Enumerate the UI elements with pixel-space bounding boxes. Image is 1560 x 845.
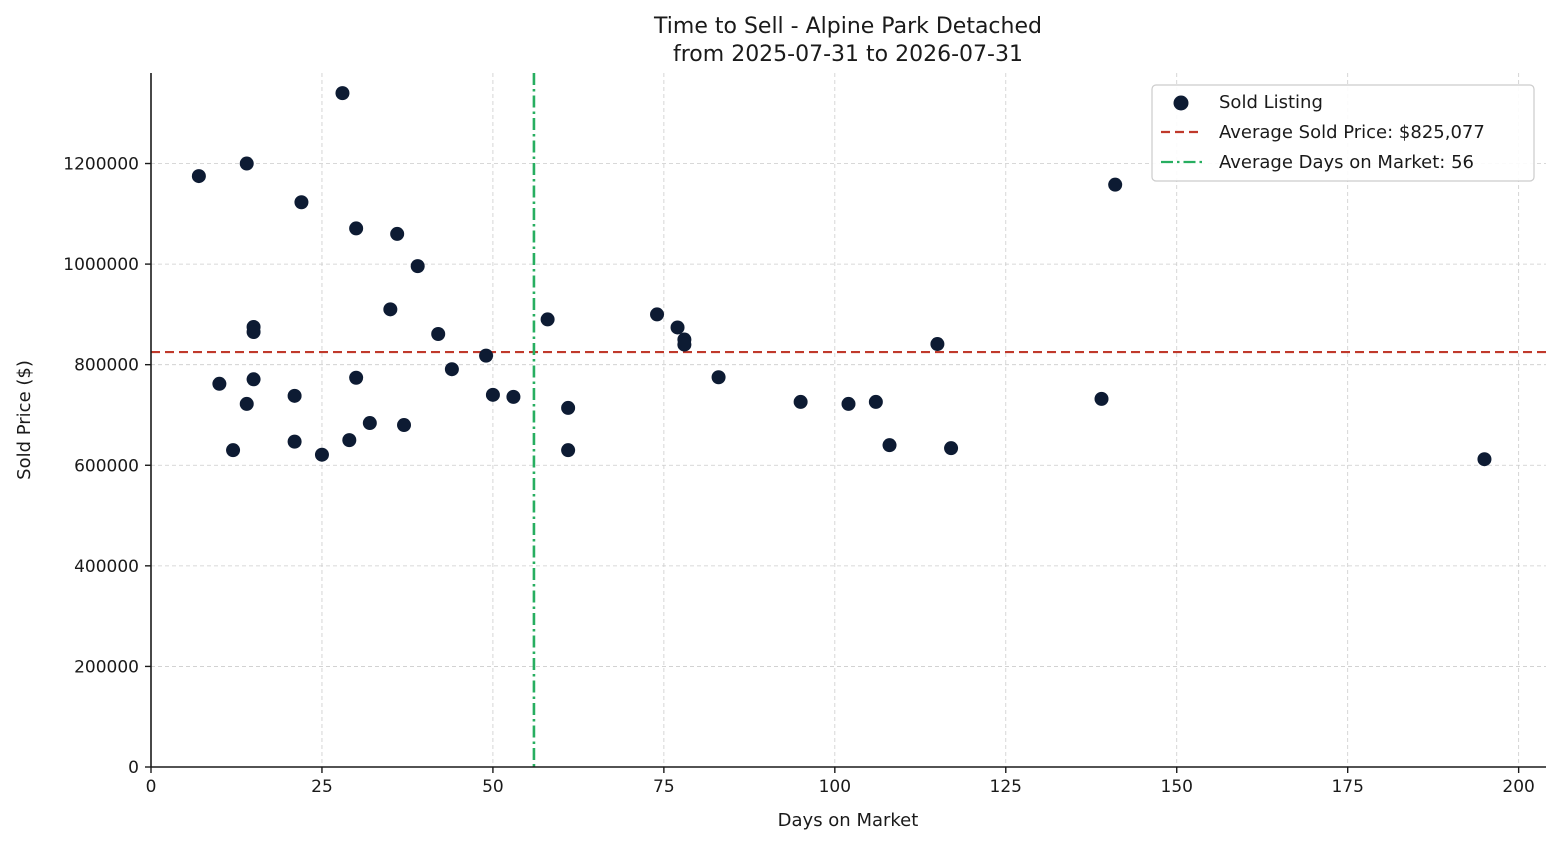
data-point-22: [444, 362, 459, 377]
data-point-1: [212, 376, 227, 391]
data-point-13: [342, 433, 357, 448]
data-point-10: [294, 195, 309, 210]
data-point-42: [1477, 452, 1492, 467]
legend-label-average-days: Average Days on Market: 56: [1219, 152, 1474, 173]
data-point-11: [314, 447, 329, 462]
legend: Sold Listing Average Sold Price: $825,07…: [1151, 84, 1535, 182]
y-axis-ticks: 0 200000 400000 600000 800000 1000000 1200000: [63, 155, 151, 778]
data-point-4: [239, 396, 254, 411]
data-point-36: [868, 394, 883, 409]
data-point-33: [711, 370, 726, 385]
data-point-15: [349, 370, 364, 385]
axes: [150, 73, 1546, 768]
data-point-9: [287, 434, 302, 449]
x-tick-label-5: 125: [990, 777, 1022, 797]
legend-label-average-price: Average Sold Price: $825,077: [1219, 122, 1485, 143]
legend-label-sold-listing: Sold Listing: [1219, 92, 1323, 113]
y-axis-label: Sold Price ($): [14, 360, 35, 480]
y-tick-label-2: 400000: [74, 557, 139, 577]
y-tick-label-4: 800000: [74, 356, 139, 376]
x-tick-label-4: 100: [819, 777, 851, 797]
data-point-30: [670, 320, 685, 335]
legend-marker-sold-listing: [1173, 95, 1189, 111]
x-tick-label-2: 50: [482, 777, 504, 797]
chart-title-line2: from 2025-07-31 to 2026-07-31: [673, 42, 1023, 67]
x-tick-label-7: 175: [1331, 777, 1363, 797]
x-axis-ticks: 0 25 50 75 100 125 150 175 200: [146, 767, 1535, 797]
data-point-41: [1108, 177, 1123, 192]
data-point-40: [1094, 391, 1109, 406]
data-point-21: [431, 327, 446, 342]
data-point-6: [246, 324, 261, 339]
legend-box: [1151, 84, 1535, 182]
data-point-14: [349, 221, 364, 236]
data-point-17: [383, 302, 398, 317]
data-point-39: [944, 441, 959, 456]
chart-title-line1: Time to Sell - Alpine Park Detached: [653, 14, 1042, 39]
x-tick-label-8: 200: [1502, 777, 1534, 797]
data-point-18: [390, 226, 405, 241]
data-point-0: [191, 169, 206, 184]
x-tick-label-1: 25: [311, 777, 333, 797]
data-point-28: [561, 443, 576, 458]
y-tick-label-3: 600000: [74, 456, 139, 476]
data-point-8: [287, 388, 302, 403]
data-point-23: [479, 348, 494, 363]
data-point-35: [841, 396, 856, 411]
x-axis-label: Days on Market: [778, 810, 919, 831]
y-tick-label-0: 0: [128, 758, 139, 778]
data-point-37: [882, 438, 897, 453]
y-tick-label-5: 1000000: [63, 255, 139, 275]
data-point-25: [506, 389, 521, 404]
data-point-2: [226, 443, 241, 458]
x-tick-label-3: 75: [653, 777, 675, 797]
data-point-26: [540, 312, 555, 327]
data-point-7: [246, 372, 261, 387]
data-point-38: [930, 337, 945, 352]
x-tick-label-0: 0: [146, 777, 157, 797]
data-point-29: [650, 307, 665, 322]
y-tick-label-6: 1200000: [63, 155, 139, 175]
data-point-12: [335, 86, 350, 101]
data-point-19: [397, 418, 412, 433]
data-point-20: [410, 259, 425, 274]
reference-lines: [151, 73, 1546, 767]
data-point-32: [677, 337, 692, 352]
data-point-24: [485, 387, 500, 402]
data-points: [191, 86, 1492, 467]
data-point-16: [362, 416, 377, 431]
data-point-27: [561, 400, 576, 415]
x-tick-label-6: 150: [1161, 777, 1193, 797]
data-point-3: [239, 156, 254, 171]
y-tick-label-1: 200000: [74, 657, 139, 677]
data-point-34: [793, 394, 808, 409]
